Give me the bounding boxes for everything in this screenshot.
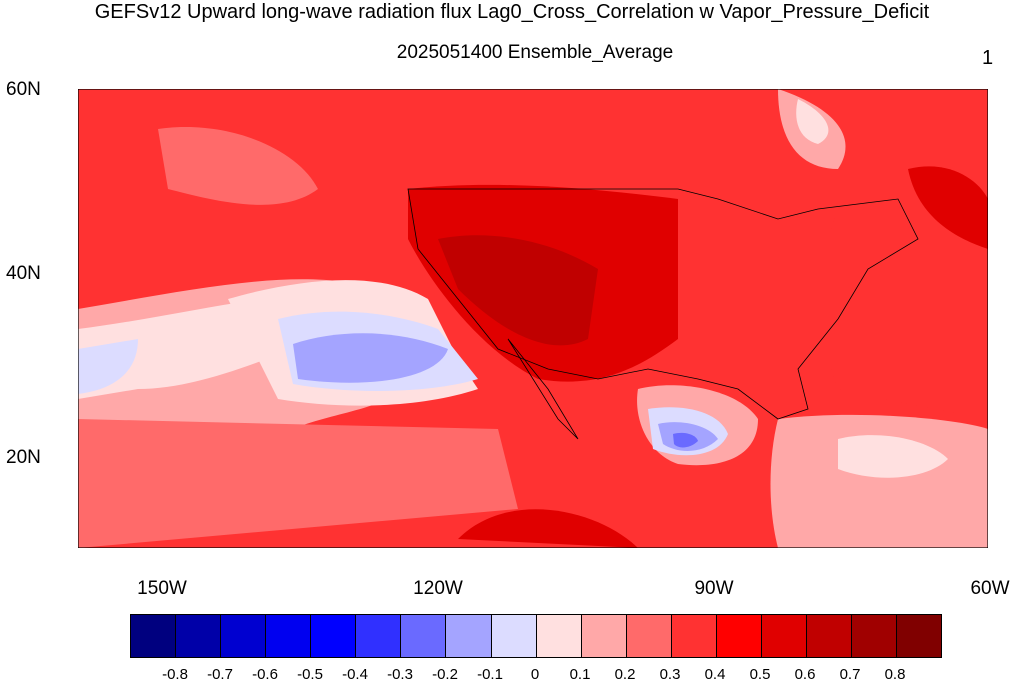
field-pacific-negative-west — [78, 339, 138, 394]
map-subtitle: 2025051400 Ensemble_Average — [396, 42, 674, 63]
field-western-atlantic — [823, 206, 988, 419]
colorbar-label: -0.4 — [342, 666, 368, 683]
lon-label-150w: 150W — [137, 578, 187, 599]
colorbar-label: 0.8 — [884, 666, 906, 683]
colorbar-label: -0.7 — [207, 666, 233, 683]
colorbar-segment — [176, 615, 222, 657]
colorbar-label: 0.7 — [839, 666, 861, 683]
field-atlantic-near-zero — [838, 435, 948, 478]
colorbar-segment — [581, 615, 627, 657]
colorbar — [130, 614, 942, 658]
colorbar-segment — [221, 615, 267, 657]
colorbar-label: 0 — [530, 666, 540, 683]
baja-outline — [507, 338, 579, 440]
colorbar-labels: -0.8 -0.7 -0.6 -0.5 -0.4 -0.3 -0.2 -0.1 0 0.1 0.2 0… — [0, 666, 1024, 684]
colorbar-label: 0.5 — [749, 666, 771, 683]
colorbar-segment — [761, 615, 807, 657]
field-northeast-strong — [908, 166, 988, 249]
colorbar-segment — [491, 615, 537, 657]
lon-label-60w: 60W — [970, 578, 1010, 599]
colorbar-label: -0.3 — [387, 666, 413, 683]
lon-label-90w: 90W — [694, 578, 734, 599]
colorbar-segment — [131, 615, 177, 657]
colorbar-segment — [536, 615, 582, 657]
colorbar-segment — [897, 615, 942, 657]
correlation-map — [78, 89, 988, 548]
field-gulf-negative-core — [673, 432, 698, 448]
colorbar-label: 0.6 — [794, 666, 816, 683]
field-pacific-negative-core — [293, 333, 448, 383]
field-canada-near-zero — [796, 99, 829, 144]
conus-outline — [407, 188, 919, 420]
colorbar-segment — [852, 615, 898, 657]
colorbar-label: -0.8 — [162, 666, 188, 683]
colorbar-label: 0.1 — [569, 666, 591, 683]
colorbar-segment — [626, 615, 672, 657]
field-north-pacific — [158, 127, 318, 205]
field-southwest-core — [438, 235, 598, 346]
colorbar-segment — [671, 615, 717, 657]
colorbar-label: -0.2 — [432, 666, 458, 683]
colorbar-label: -0.5 — [297, 666, 323, 683]
colorbar-label: -0.6 — [252, 666, 278, 683]
colorbar-label: 0.2 — [614, 666, 636, 683]
field-atlantic-weak — [770, 414, 988, 548]
panel-number: 1 — [982, 47, 994, 69]
lat-label-40n: 40N — [6, 263, 41, 284]
colorbar-segment — [401, 615, 447, 657]
colorbar-label: -0.1 — [477, 666, 503, 683]
colorbar-segment — [716, 615, 762, 657]
colorbar-label: 0.4 — [704, 666, 726, 683]
colorbar-segment — [806, 615, 852, 657]
colorbar-segment — [356, 615, 402, 657]
colorbar-segment — [266, 615, 312, 657]
lat-label-20n: 20N — [6, 447, 41, 468]
colorbar-label: 0.3 — [659, 666, 681, 683]
lat-label-60n: 60N — [6, 79, 41, 100]
colorbar-segment — [446, 615, 492, 657]
field-tropical-pacific — [78, 419, 518, 548]
map-title: GEFSv12 Upward long-wave radiation flux … — [94, 1, 930, 23]
field-east-pacific-strong — [458, 509, 638, 548]
lon-label-120w: 120W — [413, 578, 463, 599]
colorbar-segment — [311, 615, 357, 657]
